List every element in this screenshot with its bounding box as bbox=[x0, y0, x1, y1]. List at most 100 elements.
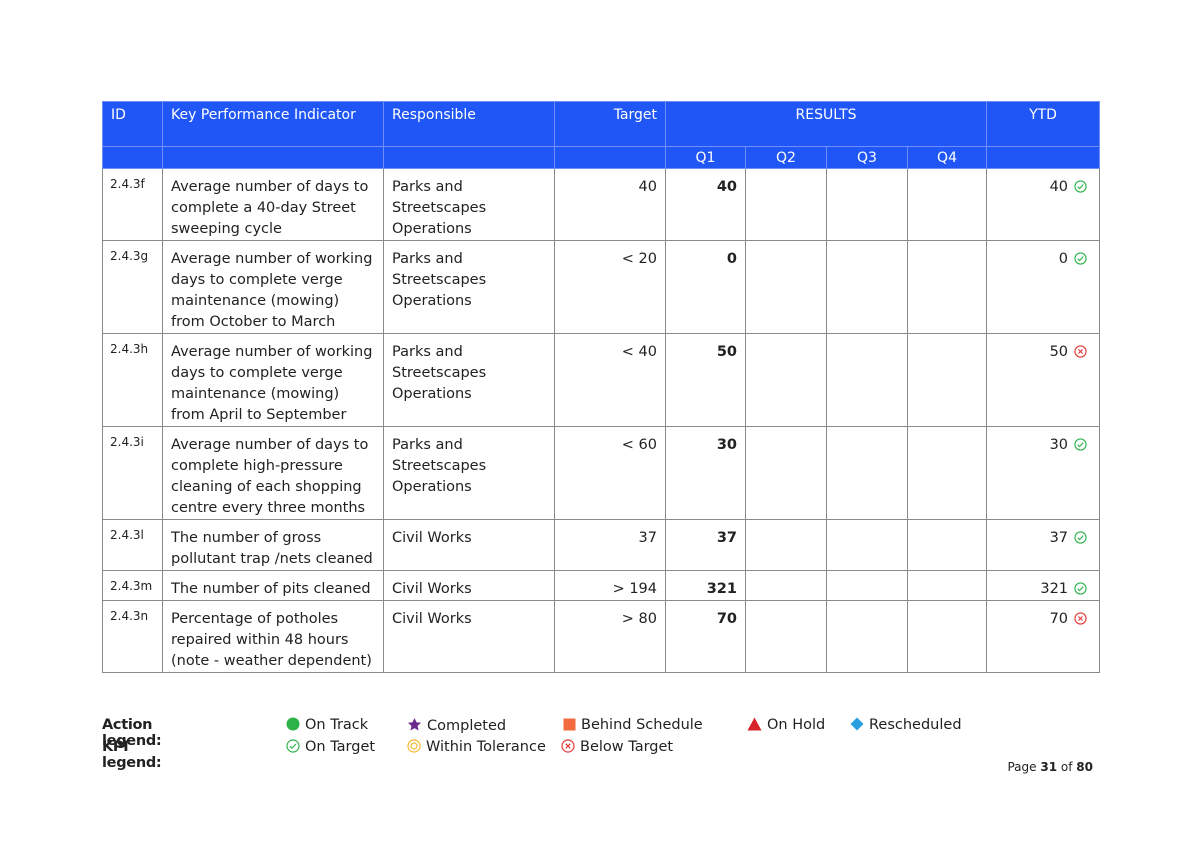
kpi-id-cell: 2.4.3h bbox=[102, 333, 163, 427]
responsible-cell: Parks and Streetscapes Operations bbox=[383, 333, 555, 427]
q1-result-cell: 37 bbox=[665, 519, 746, 571]
green-circle-icon bbox=[286, 717, 300, 731]
ytd-value: 70 bbox=[1049, 611, 1069, 627]
target-cell: > 80 bbox=[554, 600, 666, 673]
ytd-value: 37 bbox=[1049, 530, 1069, 546]
header-id: ID bbox=[102, 101, 163, 147]
kpi-table-body: 2.4.3f Average number of days to complete… bbox=[102, 168, 1101, 673]
target-cell: < 20 bbox=[554, 240, 666, 334]
kpi-table: ID Key Performance Indicator Responsible… bbox=[102, 101, 1101, 673]
q4-result-cell bbox=[906, 519, 988, 571]
responsible-cell: Civil Works bbox=[383, 600, 555, 673]
kpi-id-cell: 2.4.3i bbox=[102, 426, 163, 520]
q2-result-cell bbox=[745, 570, 827, 601]
legend-on-hold: On Hold bbox=[747, 717, 825, 733]
legend-behind-schedule: Behind Schedule bbox=[563, 717, 703, 733]
kpi-name-cell: Average number of working days to comple… bbox=[162, 240, 384, 334]
q3-result-cell bbox=[826, 168, 908, 241]
kpi-id-cell: 2.4.3m bbox=[102, 570, 163, 601]
ytd-value: 0 bbox=[1058, 251, 1069, 267]
check-circle-icon bbox=[1074, 179, 1087, 195]
responsible-cell: Parks and Streetscapes Operations bbox=[383, 240, 555, 334]
ytd-value: 50 bbox=[1049, 344, 1069, 360]
q4-result-cell bbox=[906, 600, 988, 673]
q2-result-cell bbox=[745, 519, 827, 571]
table-row: 2.4.3h Average number of working days to … bbox=[102, 333, 1101, 427]
responsible-cell: Civil Works bbox=[383, 519, 555, 571]
header-blank bbox=[383, 146, 555, 169]
kpi-name-cell: The number of pits cleaned bbox=[162, 570, 384, 601]
target-cell: 40 bbox=[554, 168, 666, 241]
header-q2: Q2 bbox=[745, 146, 827, 169]
q3-result-cell bbox=[826, 570, 908, 601]
target-circle-icon bbox=[407, 739, 421, 753]
check-circle-icon bbox=[1074, 437, 1087, 453]
q3-result-cell bbox=[826, 333, 908, 427]
kpi-id-cell: 2.4.3g bbox=[102, 240, 163, 334]
kpi-name-cell: Average number of days to complete a 40-… bbox=[162, 168, 384, 241]
ytd-value: 40 bbox=[1049, 179, 1069, 195]
q1-result-cell: 30 bbox=[665, 426, 746, 520]
q3-result-cell bbox=[826, 426, 908, 520]
kpi-id-cell: 2.4.3f bbox=[102, 168, 163, 241]
check-circle-icon bbox=[1074, 581, 1087, 597]
q4-result-cell bbox=[906, 333, 988, 427]
header-blank bbox=[554, 146, 666, 169]
header-q4: Q4 bbox=[906, 146, 988, 169]
ytd-cell: 0 bbox=[986, 240, 1101, 334]
ytd-cell: 50 bbox=[986, 333, 1101, 427]
q1-result-cell: 50 bbox=[665, 333, 746, 427]
table-row: 2.4.3m The number of pits cleaned Civil Wo… bbox=[102, 570, 1101, 601]
header-blank bbox=[162, 146, 384, 169]
q4-result-cell bbox=[906, 426, 988, 520]
action-legend-title: Action legend: bbox=[102, 717, 162, 749]
responsible-cell: Parks and Streetscapes Operations bbox=[383, 426, 555, 520]
q4-result-cell bbox=[906, 168, 988, 241]
page-number: Page 31 of 80 bbox=[1007, 760, 1093, 774]
header-results: RESULTS bbox=[664, 101, 988, 147]
q4-result-cell bbox=[906, 240, 988, 334]
legend-completed: Completed bbox=[407, 717, 506, 734]
legend-on-track: On Track bbox=[286, 717, 368, 733]
x-circle-icon bbox=[1074, 611, 1087, 627]
legend-within-tolerance: Within Tolerance bbox=[407, 739, 546, 755]
kpi-legend-title: KPI legend: bbox=[102, 739, 162, 771]
ytd-cell: 321 bbox=[986, 570, 1101, 601]
header-blank bbox=[102, 146, 163, 169]
header-blank bbox=[986, 146, 1101, 169]
responsible-cell: Parks and Streetscapes Operations bbox=[383, 168, 555, 241]
ytd-value: 321 bbox=[1040, 581, 1069, 597]
q3-result-cell bbox=[826, 519, 908, 571]
table-row: 2.4.3n Percentage of potholes repaired wi… bbox=[102, 600, 1101, 673]
table-row: 2.4.3l The number of gross pollutant trap… bbox=[102, 519, 1101, 571]
responsible-cell: Civil Works bbox=[383, 570, 555, 601]
ytd-cell: 37 bbox=[986, 519, 1101, 571]
q1-result-cell: 70 bbox=[665, 600, 746, 673]
red-triangle-icon bbox=[747, 717, 762, 731]
kpi-name-cell: Average number of working days to comple… bbox=[162, 333, 384, 427]
legend-rescheduled: Rescheduled bbox=[850, 717, 962, 733]
ytd-cell: 70 bbox=[986, 600, 1101, 673]
q1-result-cell: 40 bbox=[665, 168, 746, 241]
kpi-name-cell: Percentage of potholes repaired within 4… bbox=[162, 600, 384, 673]
target-cell: < 40 bbox=[554, 333, 666, 427]
header-kpi: Key Performance Indicator bbox=[162, 101, 384, 147]
check-circle-icon bbox=[1074, 251, 1087, 267]
q2-result-cell bbox=[745, 240, 827, 334]
kpi-name-cell: The number of gross pollutant trap /nets… bbox=[162, 519, 384, 571]
q2-result-cell bbox=[745, 168, 827, 241]
check-circle-icon bbox=[1074, 530, 1087, 546]
legend-on-target: On Target bbox=[286, 739, 375, 755]
q4-result-cell bbox=[906, 570, 988, 601]
x-circle-icon bbox=[561, 739, 575, 753]
kpi-id-cell: 2.4.3n bbox=[102, 600, 163, 673]
x-circle-icon bbox=[1074, 344, 1087, 360]
blue-diamond-icon bbox=[850, 717, 864, 731]
orange-square-icon bbox=[563, 718, 576, 731]
q2-result-cell bbox=[745, 333, 827, 427]
legend-below-target: Below Target bbox=[561, 739, 673, 755]
header-q1: Q1 bbox=[665, 146, 746, 169]
ytd-value: 30 bbox=[1049, 437, 1069, 453]
target-cell: > 194 bbox=[554, 570, 666, 601]
table-row: 2.4.3f Average number of days to complete… bbox=[102, 168, 1101, 241]
